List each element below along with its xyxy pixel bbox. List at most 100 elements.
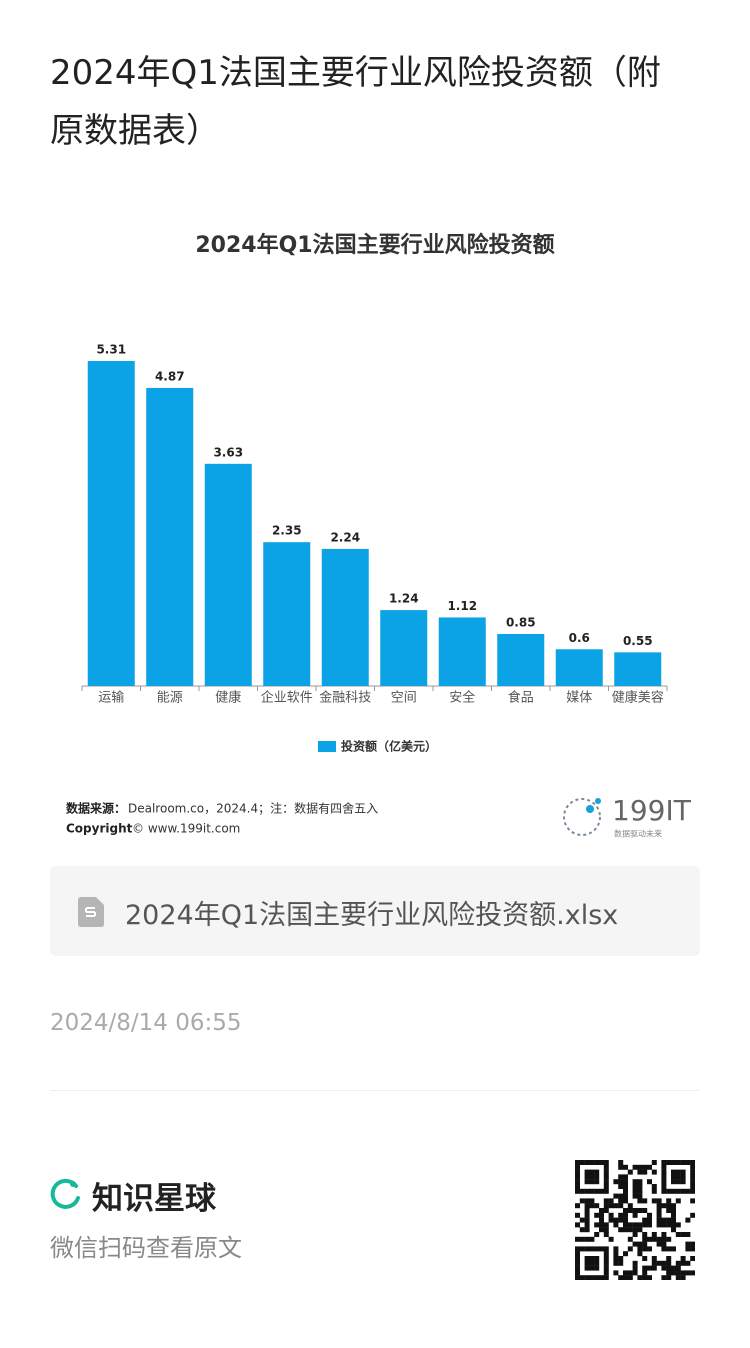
qr-module bbox=[579, 1198, 585, 1204]
logo-icon bbox=[563, 798, 601, 836]
qr-module bbox=[642, 1217, 648, 1223]
qr-module bbox=[671, 1174, 676, 1180]
qr-module bbox=[575, 1222, 580, 1228]
x-tick-label: 金融科技 bbox=[319, 690, 371, 706]
qr-module bbox=[675, 1232, 681, 1237]
qr-module bbox=[599, 1208, 604, 1213]
qr-module bbox=[675, 1265, 681, 1271]
qr-module bbox=[603, 1169, 609, 1175]
qr-module bbox=[603, 1179, 609, 1185]
x-tick-label: 健康 bbox=[215, 690, 241, 706]
bar bbox=[146, 387, 194, 686]
legend-label: 投资额（亿美元） bbox=[341, 739, 437, 754]
qr-module bbox=[575, 1236, 580, 1242]
bar bbox=[321, 548, 369, 686]
qr-module bbox=[603, 1275, 609, 1280]
qr-module bbox=[584, 1198, 590, 1204]
qr-module bbox=[632, 1179, 638, 1185]
qr-module bbox=[666, 1265, 672, 1271]
scan-hint: 微信扫码查看原文 bbox=[50, 1234, 242, 1262]
qr-module bbox=[675, 1174, 681, 1180]
qr-module bbox=[632, 1184, 638, 1189]
qr-module bbox=[599, 1222, 604, 1228]
qr-module bbox=[690, 1169, 695, 1175]
qr-module bbox=[575, 1246, 580, 1252]
qr-module bbox=[632, 1164, 638, 1170]
qr-module bbox=[613, 1193, 619, 1199]
qr-module bbox=[675, 1198, 681, 1204]
qr-module bbox=[623, 1212, 628, 1218]
qr-module bbox=[647, 1164, 652, 1170]
qr-module bbox=[661, 1179, 667, 1185]
qr-module bbox=[680, 1256, 686, 1261]
qr-module bbox=[637, 1246, 643, 1252]
qr-module bbox=[661, 1265, 667, 1271]
qr-module bbox=[589, 1174, 595, 1180]
qr-module bbox=[661, 1217, 667, 1223]
qr-module bbox=[603, 1203, 609, 1209]
qr-module bbox=[690, 1246, 695, 1252]
qr-module bbox=[675, 1260, 681, 1266]
qr-module bbox=[671, 1222, 676, 1228]
qr-module bbox=[661, 1222, 667, 1228]
qr-module bbox=[589, 1203, 595, 1209]
qr-module bbox=[651, 1265, 657, 1271]
qr-module bbox=[594, 1188, 600, 1194]
attachment-filename[interactable]: 2024年Q1法国主要行业风险投资额.xlsx bbox=[125, 900, 619, 931]
qr-module bbox=[680, 1188, 686, 1194]
qr-module bbox=[651, 1188, 657, 1194]
qr-module bbox=[584, 1208, 590, 1213]
qr-module bbox=[637, 1179, 643, 1185]
qr-module bbox=[637, 1241, 643, 1247]
qr-module bbox=[642, 1208, 648, 1213]
qr-module bbox=[642, 1169, 648, 1175]
qr-module bbox=[651, 1198, 657, 1204]
qr-module bbox=[685, 1260, 691, 1266]
qr-module bbox=[603, 1208, 609, 1213]
source-text: Dealroom.co，2024.4；注：数据有四舍五入 bbox=[128, 801, 378, 816]
qr-module bbox=[656, 1198, 662, 1204]
qr-module bbox=[656, 1203, 662, 1209]
qr-module bbox=[575, 1270, 580, 1276]
qr-module bbox=[603, 1232, 609, 1237]
qr-module bbox=[608, 1198, 614, 1204]
logo-text: 199IT bbox=[612, 794, 692, 827]
qr-module bbox=[618, 1256, 624, 1261]
qr-module bbox=[594, 1160, 600, 1165]
qr-module bbox=[661, 1160, 667, 1165]
qr-module bbox=[618, 1275, 624, 1280]
qr-module bbox=[680, 1270, 686, 1276]
data-label: 5.31 bbox=[96, 343, 126, 357]
qr-module bbox=[603, 1222, 609, 1228]
qr-module bbox=[613, 1256, 619, 1261]
qr-module bbox=[637, 1208, 643, 1213]
qr-module bbox=[584, 1246, 590, 1252]
qr-module bbox=[647, 1212, 652, 1218]
qr-module bbox=[666, 1208, 672, 1213]
attachment-card[interactable] bbox=[50, 866, 700, 956]
qr-module bbox=[661, 1236, 667, 1242]
copyright-text: © www.199it.com bbox=[132, 822, 240, 836]
qr-module bbox=[666, 1160, 672, 1165]
qr-module bbox=[656, 1260, 662, 1266]
qr-module bbox=[623, 1222, 628, 1228]
qr-module bbox=[647, 1246, 652, 1252]
qr-module bbox=[603, 1227, 609, 1233]
qr-module bbox=[666, 1236, 672, 1242]
qr-module bbox=[623, 1227, 628, 1233]
qr-module bbox=[623, 1188, 628, 1194]
qr-module bbox=[584, 1160, 590, 1165]
qr-module bbox=[603, 1184, 609, 1189]
data-label: 1.12 bbox=[447, 599, 477, 613]
qr-module bbox=[651, 1160, 657, 1165]
qr-module bbox=[661, 1188, 667, 1194]
qr-module bbox=[627, 1270, 633, 1276]
qr-module bbox=[647, 1217, 652, 1223]
qr-module bbox=[647, 1222, 652, 1228]
source-label: 数据来源： bbox=[66, 801, 126, 816]
chart: 2024年Q1法国主要行业风险投资额 运输 能源 健康 企业软件 金融科技 空间 安全 食品 媒… bbox=[66, 232, 692, 839]
qr-module bbox=[651, 1232, 657, 1237]
qr-module bbox=[671, 1270, 676, 1276]
data-label: 0.6 bbox=[569, 631, 590, 645]
